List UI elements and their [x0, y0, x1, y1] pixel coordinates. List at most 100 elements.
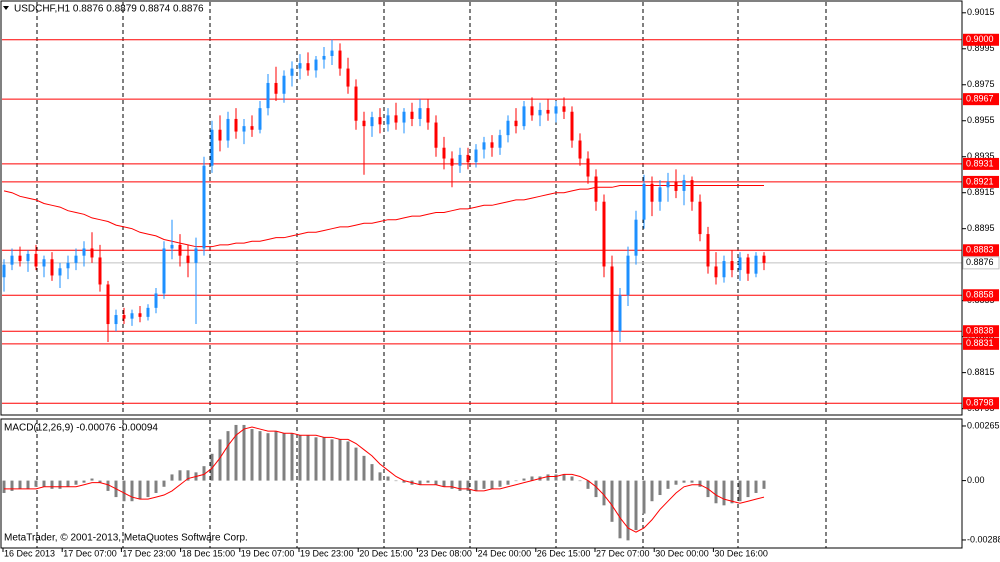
- level-label: 0.8858: [966, 290, 994, 300]
- candle-body: [666, 181, 670, 188]
- macd-bar: [274, 431, 278, 481]
- macd-bar: [418, 480, 422, 485]
- y-tick-label: 0.8935: [967, 151, 995, 161]
- macd-bar: [370, 464, 374, 481]
- level-label: 0.8921: [966, 176, 994, 186]
- candle-body: [626, 255, 630, 296]
- candle-body: [82, 248, 86, 256]
- macd-signal: [4, 426, 765, 533]
- candle-body: [442, 147, 446, 159]
- candle-body: [106, 284, 110, 325]
- candle-body: [306, 63, 310, 71]
- macd-bar: [162, 480, 166, 487]
- x-tick-label: 30 Dec 16:00: [714, 548, 768, 558]
- candle-body: [410, 111, 414, 119]
- macd-bar: [402, 480, 406, 483]
- x-tick-label: 18 Dec 15:00: [182, 548, 236, 558]
- candle-body: [602, 201, 606, 267]
- candle-body: [402, 111, 406, 123]
- macd-bar: [210, 453, 214, 481]
- macd-bar: [170, 474, 174, 481]
- moving-average: [3, 185, 764, 248]
- candle-body: [570, 111, 574, 141]
- candle-body: [634, 219, 638, 256]
- macd-bar: [394, 480, 398, 482]
- candle-body: [594, 176, 598, 202]
- candle-body: [586, 158, 590, 177]
- macd-bar: [346, 441, 350, 481]
- level-label: 0.9000: [966, 34, 994, 44]
- candle-body: [314, 59, 318, 71]
- level-box: [963, 157, 999, 170]
- macd-bar: [330, 439, 334, 481]
- candle-body: [610, 266, 614, 332]
- x-tick-label: 24 Dec 00:00: [478, 548, 532, 558]
- macd-bar: [66, 480, 70, 487]
- macd-bar: [690, 480, 694, 483]
- candle-body: [50, 259, 54, 276]
- candle-body: [434, 122, 438, 148]
- macd-bar: [562, 474, 566, 481]
- macd-bar: [530, 476, 534, 481]
- candle-body: [234, 118, 238, 132]
- macd-bar: [474, 480, 478, 491]
- candle-body: [218, 129, 222, 141]
- level-box: [963, 93, 999, 106]
- candle-body: [42, 259, 46, 267]
- candle-body: [210, 129, 214, 166]
- macd-bar: [154, 480, 158, 493]
- y-tick-label: 0.9015: [967, 7, 995, 17]
- macd-frame: [0, 418, 963, 549]
- candle-body: [202, 165, 206, 249]
- footer: MetaTrader, © 2001-2013, MetaQuotes Soft…: [4, 533, 248, 544]
- macd-bar: [674, 480, 678, 485]
- macd-bar: [682, 480, 686, 483]
- candle-body: [34, 253, 38, 267]
- candle-body: [730, 261, 734, 271]
- macd-bar: [714, 480, 718, 504]
- x-tick-label: 17 Dec 23:00: [122, 548, 176, 558]
- axis: 0.9015 0.8995 0.8975 0.8955 0.8935 0.8915 0.88…: [2, 7, 1000, 558]
- level-box: [963, 33, 999, 46]
- level-box: [963, 175, 999, 188]
- candle-body: [762, 255, 766, 263]
- macd-bar: [298, 435, 302, 481]
- y-tick-label: 0.8975: [967, 79, 995, 89]
- candle-body: [466, 154, 470, 163]
- y-tick-label: 0.8915: [967, 187, 995, 197]
- y-tick-label: 0.8995: [967, 43, 995, 53]
- macd-bar: [506, 480, 510, 485]
- macd-bar: [146, 480, 150, 498]
- x-tick-label: 19 Dec 23:00: [300, 548, 354, 558]
- level-box: [963, 337, 999, 350]
- candle-body: [546, 109, 550, 114]
- candle-body: [522, 106, 526, 127]
- macd-bar: [442, 480, 446, 487]
- macd-bar: [250, 429, 254, 481]
- macd-bar: [626, 480, 630, 541]
- macd-bar: [594, 480, 598, 498]
- macd-bar: [650, 480, 654, 502]
- macd-bar: [466, 480, 470, 491]
- plot: [2, 39, 766, 541]
- macd-bar: [458, 480, 462, 491]
- candle-body: [698, 201, 702, 235]
- y-tick-label: 0.8895: [967, 223, 995, 233]
- candle-body: [714, 266, 718, 278]
- macd-bar: [722, 480, 726, 506]
- macd-bar: [90, 478, 94, 481]
- level-label: 0.8931: [966, 158, 994, 168]
- candle-body: [578, 140, 582, 159]
- candle-body: [746, 257, 750, 274]
- level-label: 0.8838: [966, 326, 994, 336]
- macd-bar: [338, 439, 342, 481]
- macd-bar: [138, 480, 142, 500]
- macd-bar: [130, 480, 134, 502]
- macd-bar: [234, 424, 238, 481]
- candle-body: [538, 109, 542, 116]
- macd-bar: [218, 439, 222, 481]
- candle-body: [258, 108, 262, 130]
- macd-bar: [762, 480, 766, 489]
- candle-body: [226, 118, 230, 141]
